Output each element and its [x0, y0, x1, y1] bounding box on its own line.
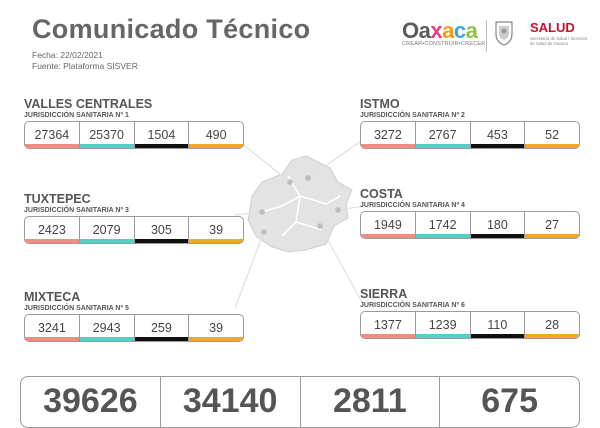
stat-confirmed: 27364 — [25, 122, 80, 148]
stat-active: 52 — [525, 122, 579, 148]
region-stats: 3272 2767 453 52 — [360, 121, 580, 149]
stat-recovered: 1239 — [415, 312, 471, 338]
region-name: TUXTEPEC — [24, 192, 91, 206]
region-mixteca: MIXTECA JURISDICCIÓN SANITARIA Nº 5 3241… — [24, 290, 244, 342]
region-jurisdiction: JURISDICCIÓN SANITARIA Nº 6 — [360, 302, 465, 309]
stat-confirmed: 1377 — [361, 312, 416, 338]
region-jurisdiction: JURISDICCIÓN SANITARIA Nº 1 — [24, 112, 129, 119]
region-sierra: SIERRA JURISDICCIÓN SANITARIA Nº 6 1377 … — [360, 287, 580, 339]
region-name: MIXTECA — [24, 290, 81, 304]
stat-deaths: 1504 — [134, 122, 190, 148]
stat-active: 27 — [525, 212, 579, 238]
stat-recovered: 1742 — [415, 212, 471, 238]
region-jurisdiction: JURISDICCIÓN SANITARIA Nº 3 — [24, 207, 129, 214]
region-stats: 2423 2079 305 39 — [24, 216, 244, 244]
logo-group: Oaxaca CREAR•CONSTRUIR•CRECER SALUD Secr… — [402, 18, 592, 58]
stat-deaths: 259 — [134, 315, 190, 341]
region-stats: 1377 1239 110 28 — [360, 311, 580, 339]
state-totals: 39626 34140 2811 675 — [20, 376, 580, 428]
oaxaca-logo: Oaxaca — [402, 18, 478, 43]
region-tuxtepec: TUXTEPEC JURISDICCIÓN SANITARIA Nº 3 242… — [24, 192, 244, 244]
stat-active: 39 — [189, 217, 243, 243]
page-title: Comunicado Técnico — [32, 14, 311, 44]
stat-deaths: 453 — [470, 122, 526, 148]
region-costa: COSTA JURISDICCIÓN SANITARIA Nº 4 1949 1… — [360, 187, 580, 239]
state-shield-icon — [495, 21, 513, 46]
region-name: COSTA — [360, 187, 403, 201]
stat-active: 490 — [189, 122, 243, 148]
stat-deaths: 305 — [134, 217, 190, 243]
total-recovered: 34140 — [161, 377, 301, 427]
oaxaca-tagline: CREAR•CONSTRUIR•CRECER — [402, 41, 486, 47]
stat-deaths: 110 — [470, 312, 526, 338]
stat-confirmed: 1949 — [361, 212, 416, 238]
region-stats: 27364 25370 1504 490 — [24, 121, 244, 149]
region-name: VALLES CENTRALES — [24, 97, 153, 111]
region-name: SIERRA — [360, 287, 408, 301]
logo-divider — [486, 20, 487, 52]
region-stats: 3241 2943 259 39 — [24, 314, 244, 342]
region-jurisdiction: JURISDICCIÓN SANITARIA Nº 2 — [360, 112, 465, 119]
stat-confirmed: 3241 — [25, 315, 80, 341]
report-source: Fuente: Plataforma SISVER — [32, 61, 138, 71]
stat-recovered: 2767 — [415, 122, 471, 148]
stat-recovered: 25370 — [79, 122, 135, 148]
salud-logo: SALUD — [530, 20, 575, 35]
report-date: Fecha: 22/02/2021 — [32, 50, 103, 60]
stat-deaths: 180 — [470, 212, 526, 238]
stat-confirmed: 2423 — [25, 217, 80, 243]
region-valles-centrales: VALLES CENTRALES JURISDICCIÓN SANITARIA … — [24, 97, 244, 149]
stat-active: 28 — [525, 312, 579, 338]
total-active: 675 — [481, 382, 538, 420]
region-jurisdiction: JURISDICCIÓN SANITARIA Nº 5 — [24, 305, 129, 312]
stat-confirmed: 3272 — [361, 122, 416, 148]
salud-caption: Secretaría de Salud / Servicios de Salud… — [530, 36, 588, 46]
region-stats: 1949 1742 180 27 — [360, 211, 580, 239]
stat-recovered: 2079 — [79, 217, 135, 243]
map-outline-shape — [247, 155, 353, 253]
region-name: ISTMO — [360, 97, 400, 111]
region-jurisdiction: JURISDICCIÓN SANITARIA Nº 4 — [360, 202, 465, 209]
total-confirmed: 39626 — [21, 377, 161, 427]
stat-active: 39 — [189, 315, 243, 341]
region-istmo: ISTMO JURISDICCIÓN SANITARIA Nº 2 3272 2… — [360, 97, 580, 149]
total-deaths: 2811 — [301, 377, 441, 427]
stat-recovered: 2943 — [79, 315, 135, 341]
